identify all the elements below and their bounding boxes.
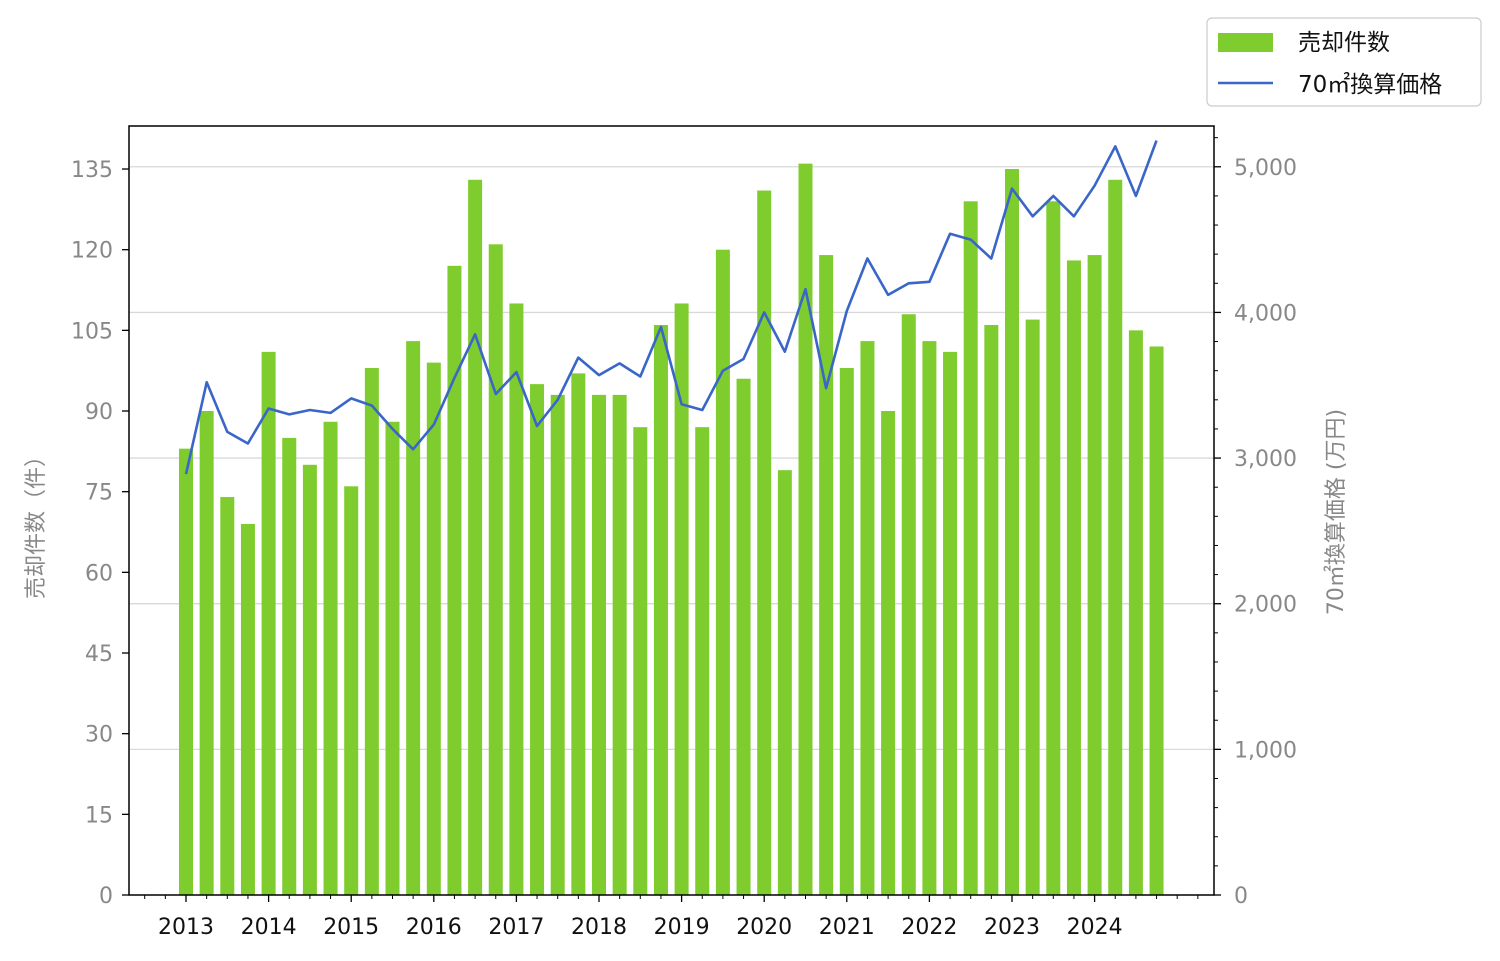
bar (881, 411, 896, 895)
bar (302, 464, 317, 895)
right-tick-label: 2,000 (1234, 593, 1297, 618)
bar (509, 303, 524, 895)
bar (1025, 319, 1040, 896)
left-tick-label: 0 (99, 884, 113, 909)
legend: 売却件数 70㎡換算価格 (1206, 17, 1482, 107)
x-tick-label: 2018 (571, 915, 627, 940)
right-tick-label: 3,000 (1234, 447, 1297, 472)
right-tick-label: 0 (1234, 884, 1248, 909)
x-tick-label: 2024 (1067, 915, 1123, 940)
bar (530, 384, 545, 895)
bar-series (179, 163, 1164, 896)
bar (777, 470, 792, 895)
bar (261, 351, 276, 896)
bar (1087, 255, 1102, 896)
legend-label-line: 70㎡換算価格 (1298, 72, 1442, 98)
bar (839, 367, 854, 895)
bar (220, 497, 235, 895)
legend-box (1206, 17, 1482, 107)
right-tick-label: 1,000 (1234, 738, 1297, 763)
bar (179, 448, 193, 895)
bar (199, 411, 214, 895)
left-axis-title: 売却件数（件） (24, 445, 49, 599)
left-tick-label: 105 (71, 319, 113, 344)
x-tick-label: 2014 (241, 915, 297, 940)
bar (1128, 330, 1143, 896)
bar (1046, 201, 1061, 895)
bar (323, 421, 338, 895)
bar (819, 255, 834, 896)
bar (426, 362, 441, 896)
left-tick-label: 45 (85, 642, 113, 667)
bar (695, 427, 710, 895)
bar (1149, 346, 1164, 895)
plot-frame (128, 125, 1215, 896)
left-tick-label: 15 (85, 803, 113, 828)
bar (1066, 260, 1081, 895)
bar (240, 523, 255, 895)
bar (592, 394, 606, 895)
bar (571, 373, 586, 896)
bar (736, 378, 751, 895)
left-tick-label: 135 (71, 158, 113, 183)
x-tick-label: 2020 (736, 915, 792, 940)
bar (653, 324, 668, 895)
bar (1005, 169, 1019, 895)
x-tick-label: 2021 (819, 915, 875, 940)
x-tick-label: 2023 (984, 915, 1040, 940)
left-tick-label: 120 (71, 239, 113, 264)
bar (633, 427, 648, 895)
bar (1108, 179, 1123, 895)
bar (550, 394, 565, 895)
x-tick-label: 2015 (323, 915, 379, 940)
bar (406, 341, 421, 896)
right-axis-title: 70㎡換算価格 (万円) (1323, 409, 1349, 615)
bar (901, 314, 916, 895)
line-series (184, 140, 1158, 475)
left-tick-label: 75 (85, 481, 113, 506)
x-tick-label: 2022 (901, 915, 957, 940)
left-tick-label: 90 (85, 400, 113, 425)
bar (715, 249, 730, 896)
right-tick-label: 5,000 (1234, 156, 1297, 181)
bar (922, 341, 937, 896)
right-axis: 0 1,000 2,000 3,000 4,000 5,000 (1214, 137, 1297, 909)
bar (798, 163, 813, 895)
bar (757, 190, 772, 895)
bar (344, 486, 359, 895)
left-axis: 0 15 30 45 60 75 90 105 120 135 (71, 158, 129, 909)
bar (385, 421, 400, 895)
bar (612, 394, 627, 895)
bar (488, 244, 503, 896)
left-tick-label: 60 (85, 561, 113, 586)
x-tick-label: 2019 (654, 915, 710, 940)
legend-label-bar: 売却件数 (1298, 30, 1390, 56)
bar (282, 437, 297, 895)
x-axis: 2013 2014 2015 2016 2017 2018 2019 2020 2021 2022… (144, 895, 1199, 940)
bar (468, 179, 483, 895)
bar (963, 201, 978, 895)
bar (984, 324, 999, 895)
x-tick-label: 2016 (406, 915, 462, 940)
legend-swatch-bar (1218, 33, 1273, 52)
bar (943, 351, 958, 896)
left-tick-label: 30 (85, 723, 113, 748)
bar (860, 341, 875, 896)
x-tick-label: 2017 (488, 915, 544, 940)
bar (447, 265, 462, 895)
bar (364, 367, 379, 895)
x-tick-label: 2013 (158, 915, 214, 940)
bar (674, 303, 689, 895)
right-tick-label: 4,000 (1234, 301, 1297, 326)
